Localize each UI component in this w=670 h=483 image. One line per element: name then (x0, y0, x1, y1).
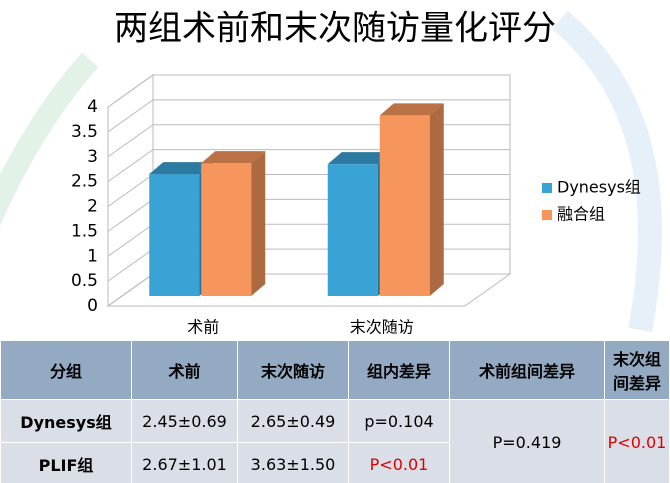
cell: 2.67±1.01 (131, 442, 238, 483)
table-header: 分组 术前 末次随访 组内差异 术前组间差异 末次组间差异 (0, 340, 670, 400)
background-swirl (0, 52, 99, 227)
bar-front (149, 174, 200, 296)
header-cell: 末次组间差异 (604, 340, 670, 400)
bar-top (149, 162, 214, 175)
bar (379, 103, 444, 296)
x-tick-label: 术前 (187, 318, 219, 337)
table-row: PLIF组 2.67±1.01 3.63±1.50 P<0.01 (0, 442, 670, 483)
bar-side (429, 103, 444, 296)
cell: P=0.419 (449, 399, 605, 483)
cell: PLIF组 (0, 442, 132, 483)
bar-front (327, 164, 378, 296)
legend-swatch (542, 183, 552, 193)
y-tick-label: 1.5 (71, 221, 98, 241)
bar (201, 151, 266, 296)
cell: 2.65±0.49 (237, 399, 349, 443)
grid-line (107, 124, 510, 158)
header-cell: 术前 (131, 340, 238, 400)
cell: Dynesys组 (0, 399, 132, 443)
y-tick-label: 1 (87, 246, 98, 266)
y-tick-label: 2 (87, 197, 98, 217)
chart-title: 两组术前和末次随访量化评分 (114, 9, 556, 49)
bar-front (201, 163, 252, 296)
y-tick-label: 4 (87, 97, 98, 117)
cell: 3.63±1.50 (237, 442, 349, 483)
stats-table: 分组 术前 末次随访 组内差异 术前组间差异 末次组间差异 Dynesys组 2… (0, 340, 670, 483)
header-cell: 末次随访 (237, 340, 349, 400)
y-tick-label: 0 (87, 296, 98, 316)
bar-front (379, 115, 430, 296)
header-cell: 组内差异 (348, 340, 450, 400)
y-tick-label: 2.5 (71, 172, 98, 192)
chart: 两组术前和末次随访量化评分 0 0.5 1 1.5 2 2.5 3 3.5 4 术前 末次随访 Dyn… (0, 9, 662, 337)
grid-line (107, 74, 510, 108)
bar-side (251, 151, 266, 296)
x-tick-label: 末次随访 (350, 318, 414, 337)
header-cell: 术前组间差异 (449, 340, 605, 400)
cell: P<0.01 (604, 399, 670, 483)
cell: p=0.104 (348, 399, 450, 443)
cell: 2.45±0.69 (131, 399, 238, 443)
grid-line (107, 99, 510, 133)
header-cell: 分组 (0, 340, 132, 400)
bar-top (327, 152, 392, 165)
y-tick-label: 3 (87, 147, 98, 167)
y-tick-label: 3.5 (71, 122, 98, 142)
table-row: Dynesys组 2.45±0.69 2.65±0.49 p=0.104 P=0… (0, 399, 670, 483)
y-tick-label: 0.5 (71, 271, 98, 291)
legend-label: 融合组 (557, 205, 605, 224)
legend-label: Dynesys组 (557, 178, 641, 197)
cell: P<0.01 (348, 442, 450, 483)
legend-swatch (542, 210, 552, 220)
background-swirl (552, 10, 662, 333)
bar-top (201, 151, 266, 164)
bar-top (379, 103, 444, 116)
